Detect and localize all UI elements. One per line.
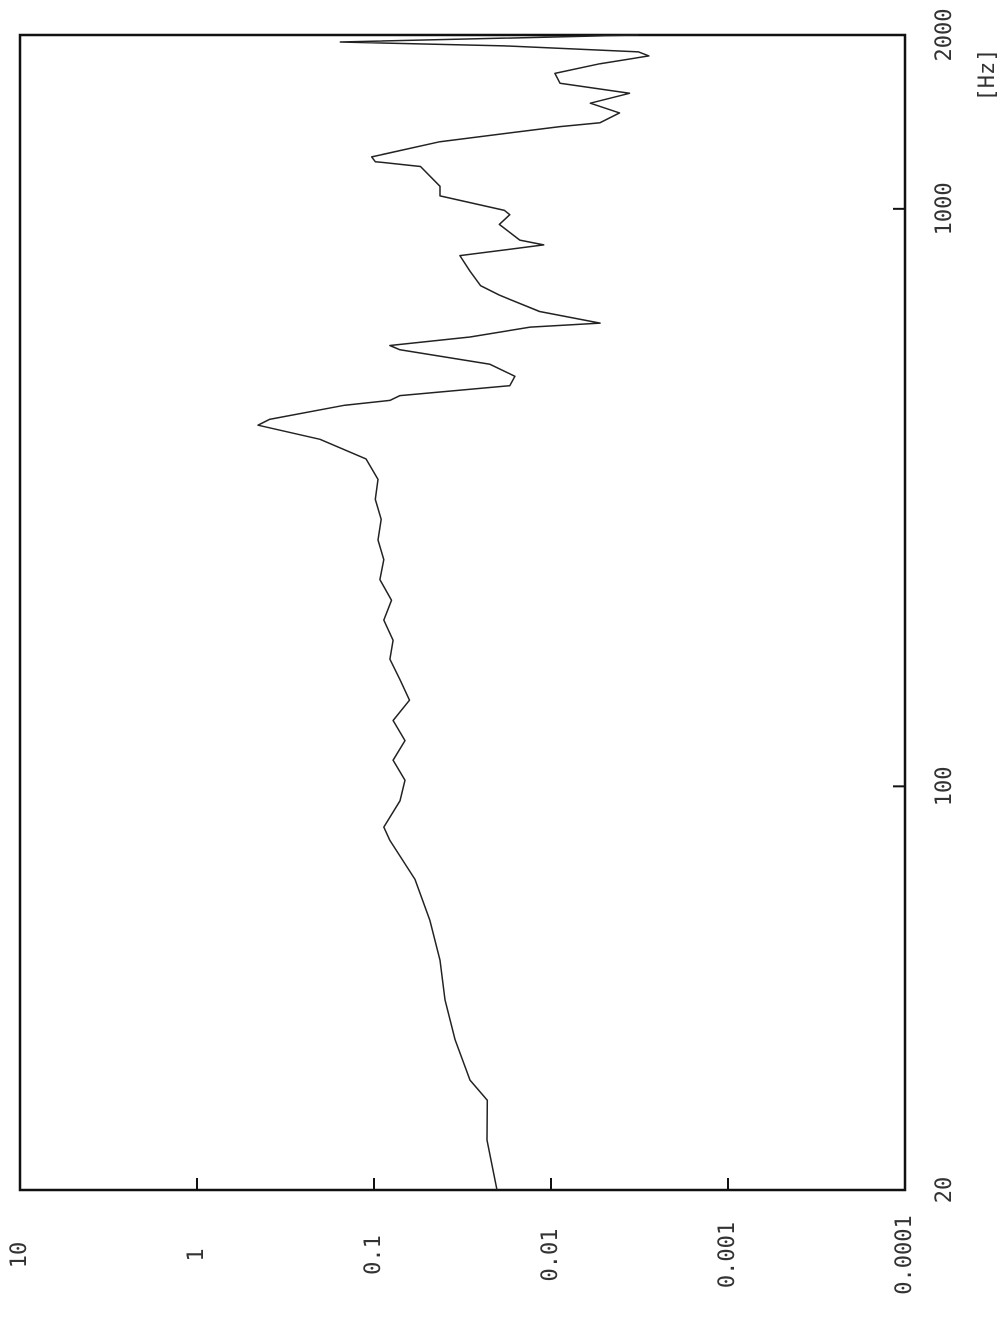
spectrum-line bbox=[257, 34, 650, 1191]
plot-frame bbox=[18, 33, 907, 1192]
x-axis-label: [Hz] bbox=[975, 49, 1000, 102]
x-tick-label: 2000 bbox=[932, 9, 957, 62]
y-tick-label: 1 bbox=[184, 1248, 209, 1261]
y-tick-label: 0.001 bbox=[715, 1222, 740, 1288]
y-tick-label: 10 bbox=[7, 1242, 32, 1269]
x-tick-label: 100 bbox=[932, 766, 957, 806]
y-tick-label: 0.01 bbox=[538, 1229, 563, 1282]
x-tick-label: 1000 bbox=[932, 182, 957, 235]
y-tick-label: 0.1 bbox=[361, 1235, 386, 1275]
y-tick-label: 0.0001 bbox=[892, 1215, 917, 1294]
x-tick-label: 20 bbox=[932, 1177, 957, 1204]
